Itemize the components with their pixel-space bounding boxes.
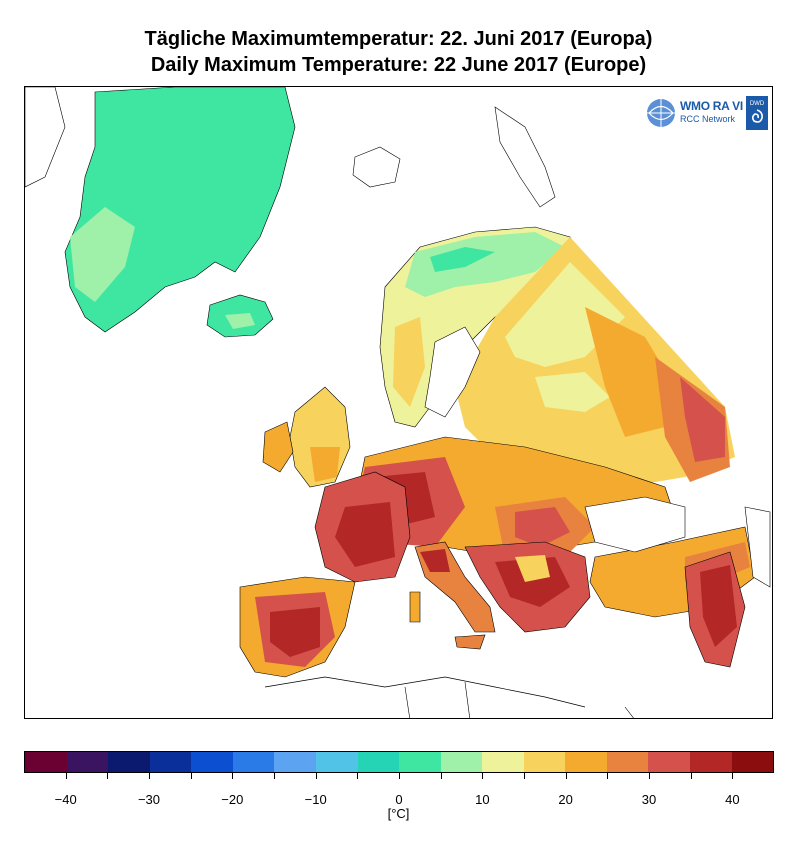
legend-swatch <box>66 752 109 772</box>
legend-swatch <box>399 752 441 772</box>
legend-tick <box>274 773 275 779</box>
legend-tick <box>315 773 317 779</box>
legend-tick-label: 30 <box>641 792 657 807</box>
logo-wmo-text: WMO RA VI <box>680 99 743 113</box>
baltic-sea <box>424 326 481 418</box>
map-canvas <box>25 87 771 718</box>
greenland-region <box>64 87 296 333</box>
greenland-west-coast <box>70 207 135 302</box>
legend-tick-label: 20 <box>558 792 573 807</box>
legend-swatch <box>191 752 233 772</box>
legend-swatch <box>315 752 358 772</box>
legend-tick <box>357 773 359 779</box>
legend-swatch <box>690 752 732 772</box>
temperature-map <box>24 86 773 719</box>
legend-tick <box>690 773 692 779</box>
legend-tick <box>732 773 734 779</box>
legend-tick <box>565 773 567 779</box>
dwd-logo-icon: DWD <box>746 96 768 130</box>
logo-network-text: RCC Network <box>680 114 736 124</box>
legend-swatch <box>606 752 649 772</box>
sicily-region <box>454 634 486 650</box>
legend-tick <box>65 773 67 779</box>
legend-tick-label: −40 <box>54 792 77 807</box>
legend-swatch <box>440 752 483 772</box>
legend-tick <box>524 773 525 779</box>
legend-tick-label: −20 <box>221 792 244 807</box>
legend-tick <box>399 773 400 779</box>
legend-tick <box>149 773 150 779</box>
legend-tick-label: 0 <box>395 792 403 807</box>
wmo-dwd-logo: WMO RA VI RCC Network DWD <box>642 96 770 136</box>
legend-swatch <box>357 752 400 772</box>
legend-swatch <box>25 752 67 772</box>
legend-swatch <box>565 752 607 772</box>
legend-swatch <box>523 752 566 772</box>
legend-tick-label: 10 <box>475 792 490 807</box>
dwd-logo-text: DWD <box>750 101 765 107</box>
legend-swatch <box>648 752 690 772</box>
legend-tick <box>232 773 234 779</box>
legend-swatch <box>149 752 192 772</box>
black-sea <box>584 496 686 553</box>
legend-swatch <box>482 752 524 772</box>
wmo-globe-icon <box>647 99 675 127</box>
legend-swatch <box>731 752 774 772</box>
legend-tick <box>190 773 192 779</box>
legend-swatch <box>274 752 316 772</box>
legend-swatch <box>232 752 275 772</box>
legend-unit-label: [°C] <box>387 806 410 821</box>
legend-tick <box>607 773 609 779</box>
sardinia-region <box>409 591 421 623</box>
legend-tick-label: −10 <box>304 792 327 807</box>
ireland-region <box>262 421 294 473</box>
legend-ticks <box>24 773 774 783</box>
legend-tick-label: 40 <box>725 792 740 807</box>
svalbard-region <box>352 146 401 188</box>
legend-tick <box>440 773 442 779</box>
legend-tick <box>107 773 109 779</box>
title-english: Daily Maximum Temperature: 22 June 2017 … <box>150 54 647 76</box>
title-german: Tägliche Maximumtemperatur: 22. Juni 201… <box>144 28 653 50</box>
legend-swatch <box>108 752 150 772</box>
color-legend-bar <box>24 751 774 773</box>
legend-tick <box>649 773 650 779</box>
legend-tick <box>482 773 484 779</box>
legend-tick-label: −30 <box>137 792 161 807</box>
